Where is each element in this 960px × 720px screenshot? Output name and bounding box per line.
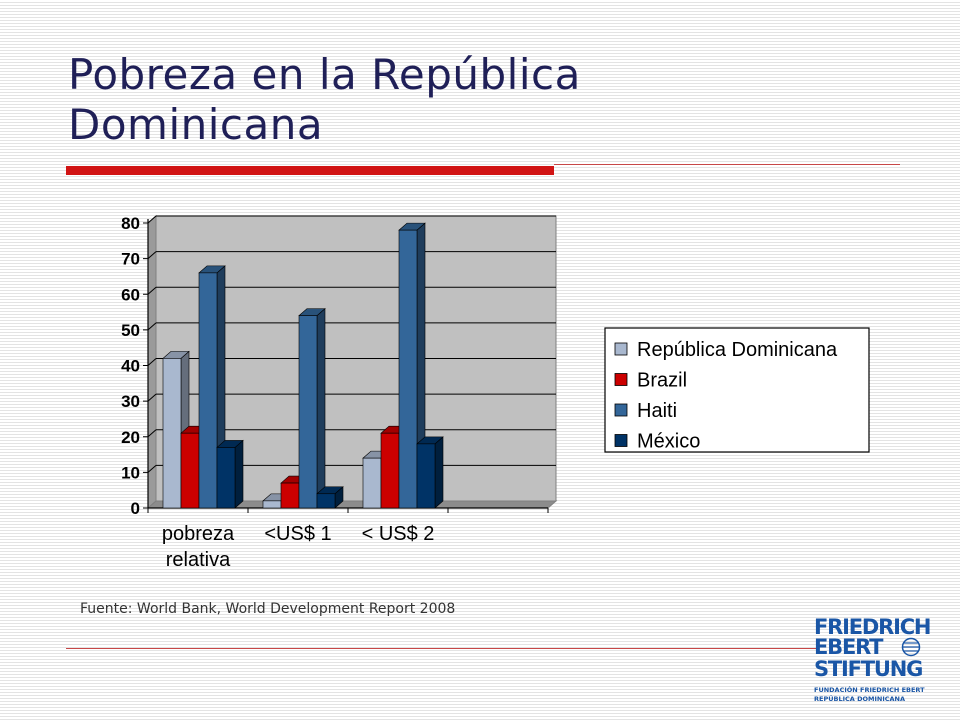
logo-line-2: EBERT bbox=[814, 635, 883, 659]
x-category-label: relativa bbox=[166, 549, 231, 571]
legend-swatch bbox=[614, 342, 628, 356]
x-category-label: < US$ 2 bbox=[362, 523, 435, 545]
y-tick-label: 50 bbox=[121, 321, 140, 340]
bar bbox=[198, 272, 218, 509]
logo-sub-2: REPÚBLICA DOMINICANA bbox=[814, 695, 906, 703]
legend-box bbox=[604, 327, 870, 453]
legend-label: México bbox=[637, 431, 700, 453]
bar bbox=[162, 358, 182, 509]
logo-sub-1: FUNDACIÓN FRIEDRICH EBERT bbox=[814, 686, 925, 694]
gridline-side bbox=[147, 215, 157, 224]
x-category-label: <US$ 1 bbox=[264, 523, 331, 545]
legend-label: Haiti bbox=[637, 400, 677, 422]
gridline-side bbox=[147, 322, 157, 331]
bar bbox=[298, 315, 318, 509]
legend-label: República Dominicana bbox=[637, 339, 838, 361]
fes-logo: FRIEDRICH EBERT STIFTUNG FUNDACIÓN FRIED… bbox=[814, 616, 944, 708]
bar-side bbox=[316, 307, 326, 509]
bar bbox=[180, 432, 200, 509]
y-tick-label: 80 bbox=[121, 214, 140, 233]
bar bbox=[216, 447, 236, 509]
legend-swatch bbox=[614, 373, 628, 386]
bar bbox=[380, 432, 400, 509]
legend-label: Brazil bbox=[637, 370, 687, 392]
legend-swatch bbox=[614, 434, 628, 447]
logo-line-1: FRIEDRICH bbox=[814, 615, 931, 639]
source-note: Fuente: World Bank, World Development Re… bbox=[80, 601, 456, 617]
bar bbox=[316, 493, 336, 509]
logo-line-3: STIFTUNG bbox=[814, 657, 923, 681]
gridline-side bbox=[147, 358, 157, 366]
logo-globe-icon bbox=[901, 637, 921, 657]
y-tick-label: 10 bbox=[121, 463, 140, 482]
y-tick-label: 20 bbox=[121, 428, 140, 447]
slide-title-line-1: Pobreza en la República bbox=[68, 50, 581, 99]
bar bbox=[262, 500, 282, 509]
gridline-side bbox=[147, 429, 157, 438]
slide-title-line-2: Dominicana bbox=[68, 100, 324, 149]
bar bbox=[398, 229, 418, 509]
x-category-label: pobreza bbox=[162, 523, 235, 545]
gridline-side bbox=[147, 393, 157, 402]
footer-rule bbox=[66, 648, 816, 649]
bar bbox=[416, 443, 436, 509]
title-accent-bar bbox=[66, 166, 554, 175]
y-tick-label: 40 bbox=[121, 357, 140, 376]
legend-swatch bbox=[614, 403, 628, 417]
y-tick-label: 30 bbox=[121, 392, 140, 411]
bar-side bbox=[434, 436, 444, 509]
bar bbox=[280, 482, 300, 509]
bar bbox=[362, 457, 382, 509]
y-tick-label: 70 bbox=[121, 250, 140, 269]
bar-side bbox=[234, 439, 244, 509]
y-tick-label: 0 bbox=[131, 499, 140, 518]
gridline-side bbox=[147, 286, 157, 295]
y-tick-label: 60 bbox=[121, 285, 140, 304]
slide-title: Pobreza en la República Dominicana bbox=[68, 50, 708, 150]
gridline-side bbox=[147, 251, 157, 260]
gridline-side bbox=[147, 464, 157, 473]
title-rule bbox=[554, 164, 900, 165]
